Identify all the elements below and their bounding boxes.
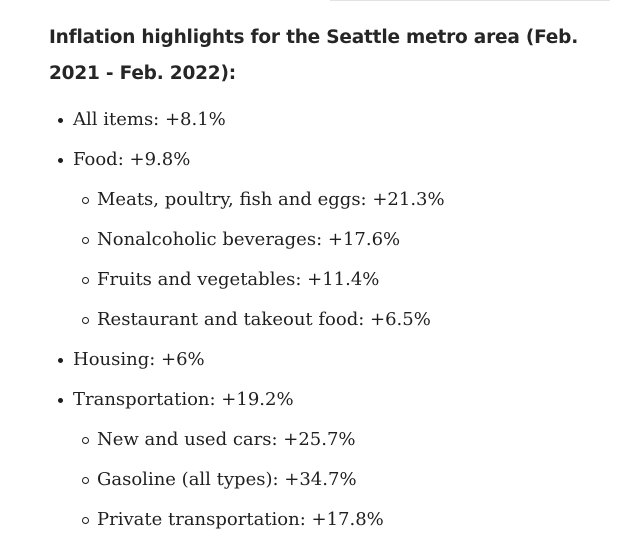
list-item-text: New and used cars: +25.7% [97, 429, 356, 450]
bullet-circle-icon [82, 477, 89, 484]
bullet-circle-icon [82, 237, 89, 244]
sub-list-item: New and used cars: +25.7% [0, 420, 641, 460]
list-item: Food: +9.8% [0, 140, 641, 180]
sub-list-item: Nonalcoholic beverages: +17.6% [0, 220, 641, 260]
list-item-text: Nonalcoholic beverages: +17.6% [97, 229, 401, 250]
list-item: Transportation: +19.2% [0, 380, 641, 420]
bullet-disc-icon [58, 358, 63, 363]
sub-list-item: Gasoline (all types): +34.7% [0, 460, 641, 500]
bullet-disc-icon [58, 158, 63, 163]
list-item-text: Gasoline (all types): +34.7% [97, 469, 357, 490]
list-item-text: Food: +9.8% [73, 149, 191, 170]
section-heading: Inflation highlights for the Seattle met… [49, 27, 579, 84]
bullet-circle-icon [82, 277, 89, 284]
bullet-circle-icon [82, 517, 89, 524]
bullet-disc-icon [58, 398, 63, 403]
bullet-circle-icon [82, 197, 89, 204]
sub-list-item: Fruits and vegetables: +11.4% [0, 260, 641, 300]
list-item-text: Fruits and vegetables: +11.4% [97, 269, 380, 290]
bullet-circle-icon [82, 317, 89, 324]
list-item-text: Housing: +6% [73, 349, 205, 370]
list-item-text: Restaurant and takeout food: +6.5% [97, 309, 431, 330]
list-item-text: Meats, poultry, fish and eggs: +21.3% [97, 189, 445, 210]
sub-list-item: Restaurant and takeout food: +6.5% [0, 300, 641, 340]
divider-line [330, 0, 610, 1]
list-item-text: Private transportation: +17.8% [97, 509, 384, 530]
bullet-disc-icon [58, 118, 63, 123]
sub-list-item: Meats, poultry, fish and eggs: +21.3% [0, 180, 641, 220]
sub-list-item: Private transportation: +17.8% [0, 500, 641, 540]
bullet-circle-icon [82, 437, 89, 444]
list-item: Housing: +6% [0, 340, 641, 380]
list-item-text: Transportation: +19.2% [73, 389, 294, 410]
inflation-list: All items: +8.1% Food: +9.8% Meats, poul… [0, 100, 641, 540]
list-item-text: All items: +8.1% [73, 109, 226, 130]
list-item: All items: +8.1% [0, 100, 641, 140]
